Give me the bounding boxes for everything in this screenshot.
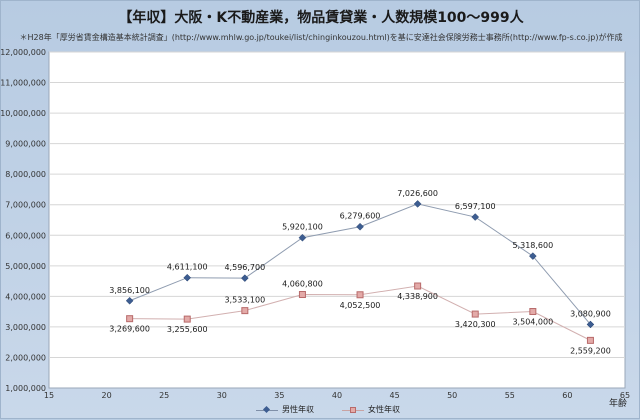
data-label-female: 4,060,800 bbox=[282, 280, 323, 289]
x-tick-label: 65 bbox=[620, 391, 630, 400]
data-point-male bbox=[528, 252, 537, 260]
data-point-male bbox=[586, 320, 595, 329]
x-tick-label: 25 bbox=[159, 391, 169, 400]
legend-marker-male bbox=[256, 406, 278, 414]
data-point-male bbox=[125, 296, 134, 305]
plot-background bbox=[48, 51, 626, 389]
data-label-female: 4,052,500 bbox=[340, 301, 381, 310]
x-tick-label: 35 bbox=[274, 391, 284, 400]
x-tick-label: 45 bbox=[390, 391, 400, 400]
data-label-female: 3,255,600 bbox=[167, 325, 208, 334]
legend-item-male: 男性年収 bbox=[256, 404, 314, 415]
data-label-female: 3,533,100 bbox=[224, 296, 265, 305]
data-label-male: 5,920,100 bbox=[282, 223, 323, 232]
y-tick-label: 12,000,000 bbox=[1, 48, 46, 57]
data-point-female bbox=[356, 291, 364, 299]
data-point-male bbox=[298, 233, 307, 242]
data-label-male: 3,080,900 bbox=[570, 309, 611, 318]
y-tick-label: 1,000,000 bbox=[5, 384, 46, 393]
data-point-female bbox=[471, 310, 479, 318]
data-point-male bbox=[471, 213, 480, 221]
y-tick-label: 5,000,000 bbox=[5, 262, 46, 271]
data-label-female: 3,420,300 bbox=[455, 320, 496, 329]
data-label-female: 2,559,200 bbox=[570, 346, 611, 355]
data-label-male: 5,318,600 bbox=[512, 241, 553, 250]
x-tick-label: 50 bbox=[447, 391, 457, 400]
data-label-female: 3,504,000 bbox=[512, 318, 553, 327]
y-tick-label: 6,000,000 bbox=[5, 231, 46, 240]
chart-title: 【年収】大阪・K不動産業，物品賃貸業・人数規模100～999人 bbox=[118, 10, 524, 26]
data-point-male bbox=[413, 200, 422, 208]
data-point-female bbox=[298, 291, 306, 299]
legend-label-female: 女性年収 bbox=[368, 405, 400, 414]
data-point-male bbox=[356, 222, 364, 231]
y-tick-label: 7,000,000 bbox=[5, 201, 46, 210]
data-label-female: 3,269,600 bbox=[109, 325, 150, 334]
data-label-male: 6,597,100 bbox=[455, 202, 496, 211]
x-tick-label: 60 bbox=[562, 391, 572, 400]
data-point-female bbox=[414, 282, 422, 290]
y-tick-label: 4,000,000 bbox=[5, 292, 46, 301]
data-label-male: 7,026,600 bbox=[397, 189, 438, 198]
x-tick-label: 30 bbox=[217, 391, 227, 400]
data-label-male: 4,611,100 bbox=[167, 263, 208, 272]
y-tick-label: 3,000,000 bbox=[5, 323, 46, 332]
chart-subtitle: ＊H28年「厚労省賃金構造基本統計調査」(http://www.mhlw.go.… bbox=[19, 33, 623, 42]
data-point-female bbox=[183, 315, 191, 323]
x-tick-label: 40 bbox=[332, 391, 342, 400]
y-tick-label: 2,000,000 bbox=[5, 353, 46, 362]
y-tick-label: 8,000,000 bbox=[5, 170, 46, 179]
y-tick-label: 11,000,000 bbox=[1, 79, 46, 88]
data-point-female bbox=[529, 308, 537, 316]
data-point-female bbox=[126, 315, 134, 323]
data-label-male: 4,596,700 bbox=[224, 263, 265, 272]
data-label-male: 6,279,600 bbox=[340, 212, 381, 221]
x-tick-label: 20 bbox=[102, 391, 112, 400]
data-point-male bbox=[183, 273, 192, 282]
data-point-male bbox=[240, 274, 249, 282]
legend-marker-female bbox=[342, 406, 364, 414]
data-label-male: 3,856,100 bbox=[109, 286, 150, 295]
data-point-female bbox=[241, 307, 249, 315]
x-axis-title: 年齢 bbox=[609, 399, 628, 409]
y-tick-label: 10,000,000 bbox=[1, 109, 46, 118]
legend-label-male: 男性年収 bbox=[282, 405, 314, 414]
data-label-female: 4,338,900 bbox=[397, 292, 438, 301]
data-point-female bbox=[586, 336, 594, 344]
legend-item-female: 女性年収 bbox=[342, 404, 400, 415]
x-tick-label: 55 bbox=[505, 391, 515, 400]
y-tick-label: 9,000,000 bbox=[5, 140, 46, 149]
x-tick-label: 15 bbox=[44, 391, 54, 400]
legend: 男性年収 女性年収 bbox=[256, 404, 400, 415]
